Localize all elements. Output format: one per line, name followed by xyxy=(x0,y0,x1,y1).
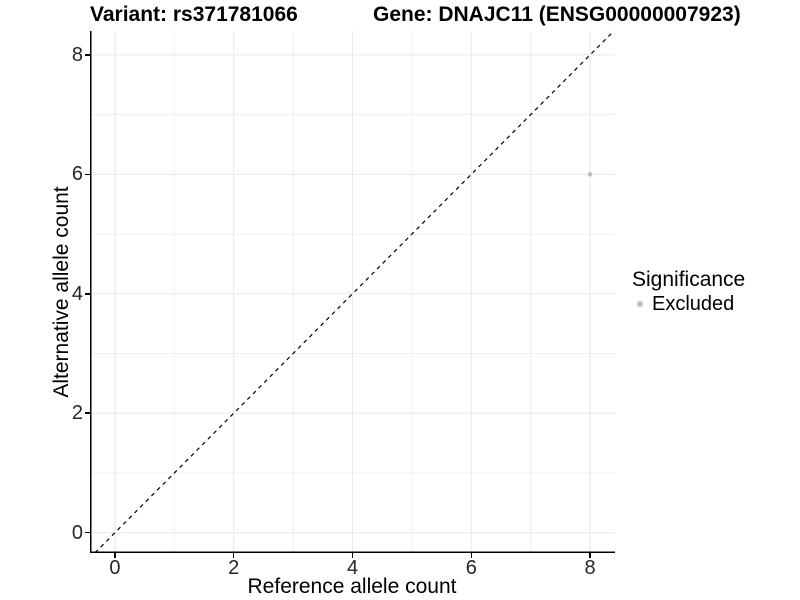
x-tick-mark xyxy=(351,553,354,558)
y-tick-label: 2 xyxy=(71,402,83,425)
y-tick-mark xyxy=(85,531,90,534)
x-tick-label: 0 xyxy=(109,557,121,579)
y-tick-label: 6 xyxy=(71,163,83,186)
legend-item: Excluded xyxy=(632,292,800,316)
x-tick-mark xyxy=(232,553,235,558)
y-tick-mark xyxy=(85,412,90,414)
y-axis-title: Alternative allele count xyxy=(50,186,73,398)
plot-panel xyxy=(90,31,615,553)
y-tick-mark xyxy=(85,293,90,295)
y-tick-label: 4 xyxy=(71,282,83,305)
x-tick-mark xyxy=(589,553,591,558)
legend-item-label: Excluded xyxy=(652,292,735,315)
plot-title-variant: Variant: rs371781066 xyxy=(90,3,298,26)
identity-dashed-line xyxy=(93,31,615,553)
legend-key xyxy=(633,297,647,311)
x-tick-label: 6 xyxy=(465,557,477,579)
x-tick-mark xyxy=(114,553,116,558)
legend-title: Significance xyxy=(632,268,746,291)
x-tick-label: 2 xyxy=(228,557,240,579)
x-tick-label: 8 xyxy=(584,557,596,579)
data-point xyxy=(587,172,593,177)
y-tick-mark xyxy=(85,173,90,176)
y-tick-mark xyxy=(85,54,90,56)
legend-items: Excluded xyxy=(632,292,800,316)
x-tick-label: 4 xyxy=(346,557,359,579)
legend: Significance Excluded xyxy=(632,268,800,316)
x-axis-title: Reference allele count xyxy=(247,575,457,598)
plot-title-gene: Gene: DNAJC11 (ENSG00000007923) xyxy=(373,3,741,26)
y-tick-label: 8 xyxy=(71,43,83,66)
x-tick-mark xyxy=(470,553,473,558)
legend-point-icon xyxy=(637,301,643,307)
y-tick-label: 0 xyxy=(71,521,83,544)
plot-canvas xyxy=(90,31,615,553)
